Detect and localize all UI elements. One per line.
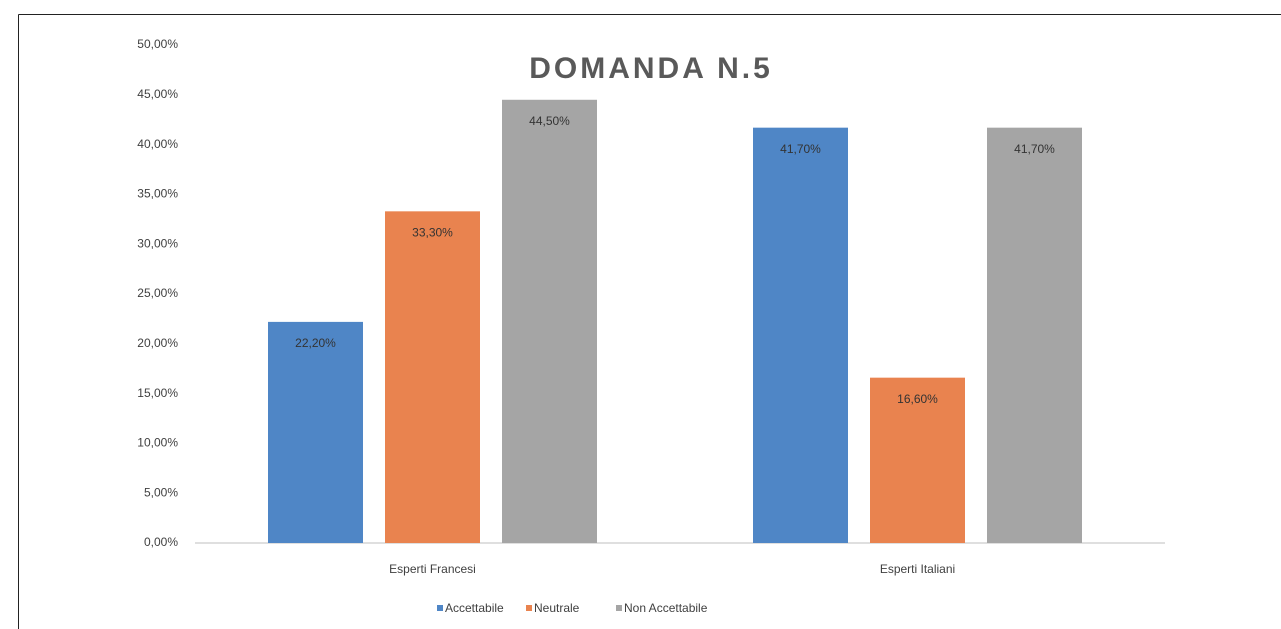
legend-swatch [526,605,532,611]
chart-title: DOMANDA N.5 [529,52,773,85]
y-tick-label: 0,00% [144,535,178,549]
data-label: 22,20% [295,336,336,350]
y-tick-label: 25,00% [137,286,178,300]
data-label: 41,70% [1014,142,1055,156]
x-tick-label: Esperti Francesi [389,562,476,576]
y-tick-label: 5,00% [144,485,178,499]
legend-swatch [616,605,622,611]
data-label: 16,60% [897,392,938,406]
bar [268,321,363,543]
y-tick-label: 45,00% [137,87,178,101]
bar [987,127,1082,543]
bar [753,127,848,543]
y-tick-label: 35,00% [137,187,178,201]
legend-label: Accettabile [445,601,504,615]
bar [870,377,965,543]
data-label: 41,70% [780,142,821,156]
legend-swatch [437,605,443,611]
y-tick-label: 40,00% [137,137,178,151]
data-label: 44,50% [529,114,570,128]
bar [502,99,597,543]
y-tick-label: 30,00% [137,236,178,250]
y-tick-label: 15,00% [137,386,178,400]
y-tick-label: 10,00% [137,436,178,450]
y-tick-label: 50,00% [137,37,178,51]
x-tick-label: Esperti Italiani [880,562,955,576]
legend-label: Neutrale [534,601,580,615]
y-tick-label: 20,00% [137,336,178,350]
bar [385,211,480,543]
legend-label: Non Accettabile [624,601,708,615]
data-label: 33,30% [412,226,453,240]
